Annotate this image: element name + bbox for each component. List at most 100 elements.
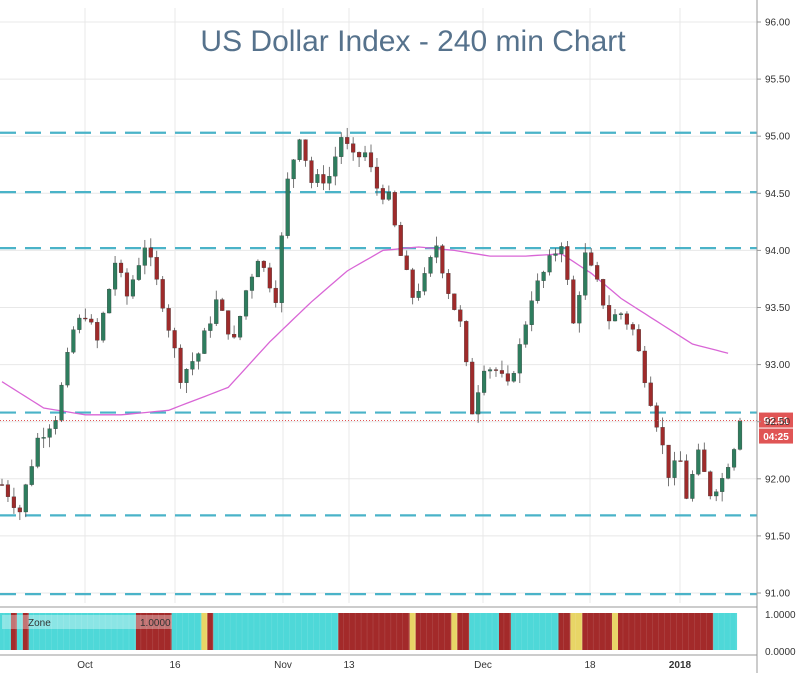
indicator-y-tick-label: 1.0000 xyxy=(765,610,796,621)
candle-body xyxy=(493,369,499,371)
candle-body xyxy=(232,334,237,338)
candle-body xyxy=(642,350,647,384)
candle-body xyxy=(398,224,403,256)
zone-segment xyxy=(469,613,499,650)
candle-body xyxy=(535,280,540,301)
candle-body xyxy=(208,323,213,331)
candle-body xyxy=(428,257,433,274)
zone-segment xyxy=(582,613,613,650)
zone-indicator: Zone 1.0000 1.0000 0.0000 xyxy=(0,606,796,658)
candle-body xyxy=(434,245,439,258)
zone-segment xyxy=(201,613,208,650)
y-tick-label: 94.00 xyxy=(765,246,790,257)
zone-segment xyxy=(451,613,458,650)
indicator-label: Zone xyxy=(28,618,51,629)
candle-body xyxy=(130,279,136,297)
x-tick-label: 18 xyxy=(584,660,596,671)
candle-body xyxy=(464,321,469,363)
candle-body xyxy=(23,484,28,513)
zone-segment xyxy=(0,613,11,650)
candlesticks xyxy=(0,127,743,521)
zone-segment xyxy=(498,613,511,650)
candle-body xyxy=(618,313,624,315)
candle-body xyxy=(53,420,58,429)
zone-segment xyxy=(10,613,17,650)
candle-body xyxy=(261,260,266,268)
candle-body xyxy=(0,484,5,486)
candle-body xyxy=(17,507,22,513)
y-tick-label: 93.50 xyxy=(765,303,790,314)
candle-body xyxy=(601,279,606,306)
zone-segment xyxy=(16,613,23,650)
candle-body xyxy=(636,329,641,352)
candle-body xyxy=(553,253,558,256)
last-price-label: 92.51 xyxy=(763,416,788,427)
candle-body xyxy=(333,156,338,177)
candle-body xyxy=(357,152,362,158)
zone-segment xyxy=(207,613,214,650)
candle-body xyxy=(511,372,516,382)
candle-body xyxy=(559,246,564,254)
candle-body xyxy=(267,267,272,289)
candle-body xyxy=(624,313,629,325)
zone-segment xyxy=(338,613,410,650)
x-tick-label: 13 xyxy=(343,660,355,671)
zone-segment xyxy=(457,613,470,650)
candle-body xyxy=(696,449,701,475)
candle-body xyxy=(446,273,451,294)
candle-body xyxy=(172,330,177,349)
candle-body xyxy=(422,273,427,292)
candle-body xyxy=(678,460,683,462)
candle-body xyxy=(291,159,296,180)
candle-body xyxy=(523,324,528,345)
candle-body xyxy=(148,247,153,258)
candle-body xyxy=(95,322,100,341)
candle-body xyxy=(392,192,397,226)
zone-segment xyxy=(409,613,416,650)
candle-body xyxy=(708,471,713,497)
x-tick-label: 2018 xyxy=(669,660,692,671)
candle-body xyxy=(71,329,76,353)
candle-body xyxy=(672,460,677,478)
horizontal-levels xyxy=(0,131,757,596)
candle-body xyxy=(380,188,385,200)
candle-body xyxy=(541,271,546,281)
candle-body xyxy=(630,324,635,330)
countdown-label: 04:25 xyxy=(763,432,789,443)
candle-body xyxy=(107,288,112,314)
candle-body xyxy=(184,369,189,383)
y-tick-label: 92.50 xyxy=(765,417,790,428)
candle-body xyxy=(315,174,320,183)
candle-body xyxy=(279,235,284,303)
candle-body xyxy=(154,257,159,280)
moving-average-line xyxy=(1,246,729,416)
candle-body xyxy=(720,478,725,492)
candle-body xyxy=(89,318,94,323)
candle-body xyxy=(565,246,570,280)
indicator-value: 1.0000 xyxy=(140,618,171,629)
candle-body xyxy=(404,255,409,270)
moving-average xyxy=(1,246,729,416)
last-price-line: 92.51 04:25 xyxy=(0,412,793,444)
candle-body xyxy=(612,314,618,322)
candle-body xyxy=(517,344,522,374)
candle-body xyxy=(202,330,207,354)
zone-segment xyxy=(618,613,714,650)
candle-body xyxy=(214,299,219,324)
candle-body xyxy=(220,299,225,311)
candle-body xyxy=(118,262,124,273)
candle-body xyxy=(583,252,588,296)
candle-body xyxy=(726,467,731,479)
zone-segment xyxy=(213,613,339,650)
candle-body xyxy=(595,265,600,280)
candle-body xyxy=(41,437,46,439)
candle-body xyxy=(190,361,195,370)
candle-body xyxy=(59,384,64,421)
y-tick-label: 96.00 xyxy=(765,18,790,29)
candle-body xyxy=(35,437,40,467)
y-tick-label: 95.50 xyxy=(765,75,790,86)
candle-body xyxy=(654,405,659,428)
candle-body xyxy=(702,449,707,472)
